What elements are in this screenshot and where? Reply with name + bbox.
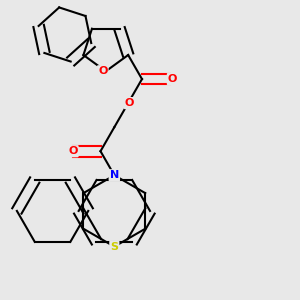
Text: O: O (68, 146, 78, 156)
Text: S: S (110, 242, 118, 252)
Text: N: N (110, 170, 119, 180)
Text: O: O (125, 98, 134, 108)
Text: O: O (168, 74, 177, 84)
Text: O: O (98, 66, 107, 76)
